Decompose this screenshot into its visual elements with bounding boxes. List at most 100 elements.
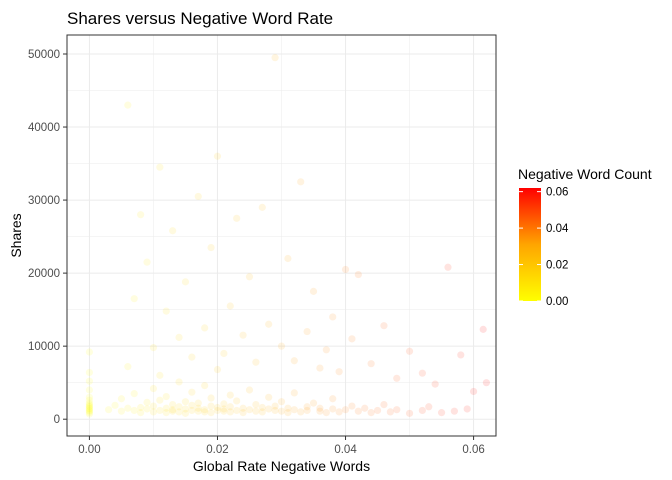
- data-point: [233, 214, 241, 222]
- data-point: [245, 273, 254, 281]
- data-point: [277, 407, 286, 415]
- data-point: [418, 406, 426, 415]
- data-point: [162, 404, 170, 412]
- data-point: [175, 408, 183, 416]
- data-point: [386, 408, 394, 416]
- data-point: [137, 211, 145, 219]
- data-point: [457, 351, 465, 359]
- data-point: [156, 406, 164, 415]
- data-point: [226, 391, 234, 399]
- data-point: [316, 407, 324, 415]
- data-point: [226, 302, 234, 310]
- y-tick-label: 0: [54, 414, 60, 426]
- data-point: [271, 402, 279, 410]
- data-point: [405, 347, 414, 355]
- data-point: [271, 406, 279, 415]
- data-point: [207, 402, 215, 410]
- data-point: [252, 407, 260, 415]
- data-point: [322, 409, 330, 417]
- data-point: [303, 406, 311, 415]
- data-point: [341, 406, 350, 414]
- data-point: [105, 406, 113, 414]
- data-point: [162, 392, 170, 401]
- data-point: [85, 393, 94, 401]
- data-point: [322, 346, 330, 354]
- x-tick-label: 0.06: [462, 444, 484, 456]
- data-point: [85, 406, 94, 415]
- data-point: [271, 54, 279, 62]
- data-point: [329, 405, 337, 413]
- data-point: [303, 403, 311, 411]
- data-point: [188, 353, 196, 361]
- grid-lines: [67, 35, 496, 436]
- data-point: [85, 404, 94, 412]
- data-point: [335, 408, 343, 416]
- data-point: [226, 403, 234, 411]
- data-point: [463, 405, 471, 413]
- data-point: [245, 386, 254, 394]
- data-point: [258, 408, 266, 416]
- data-point: [85, 405, 94, 413]
- data-point: [252, 358, 260, 366]
- data-point: [335, 368, 343, 376]
- color-legend: Negative Word Count 0.00 0.02 0.04 0.06: [518, 166, 652, 308]
- data-point: [341, 265, 350, 274]
- data-point: [258, 403, 266, 412]
- data-point: [303, 327, 311, 336]
- data-point: [143, 398, 151, 407]
- data-point: [425, 403, 433, 411]
- data-point: [309, 287, 318, 295]
- data-point: [137, 403, 145, 412]
- x-tick-label: 0.00: [78, 444, 100, 456]
- data-point: [213, 403, 222, 412]
- data-point: [181, 278, 190, 286]
- data-point: [245, 406, 254, 414]
- data-point: [450, 407, 458, 415]
- data-point: [213, 365, 222, 374]
- data-point: [393, 374, 401, 382]
- data-point: [149, 402, 158, 410]
- plot-panel-border: [66, 34, 497, 437]
- y-tick-label: 40000: [28, 122, 60, 134]
- data-point: [329, 395, 337, 403]
- data-point: [162, 409, 170, 417]
- legend-tick-label: 0.00: [546, 296, 568, 308]
- data-point: [85, 400, 94, 409]
- data-point: [85, 348, 94, 356]
- legend-tick-label: 0.04: [546, 223, 569, 235]
- data-point: [85, 407, 94, 415]
- data-point: [277, 342, 286, 350]
- data-point: [149, 344, 158, 352]
- data-point: [124, 363, 132, 371]
- data-point: [220, 407, 228, 415]
- data-point: [181, 405, 190, 413]
- data-point: [85, 403, 94, 411]
- data-point: [469, 387, 478, 396]
- data-point: [367, 360, 375, 368]
- data-point: [239, 404, 247, 412]
- data-point: [354, 270, 362, 279]
- data-point: [405, 409, 414, 417]
- data-point: [169, 406, 177, 414]
- data-point: [85, 402, 94, 410]
- data-point: [233, 406, 241, 415]
- data-point: [137, 409, 145, 417]
- data-point: [201, 408, 209, 416]
- data-point: [169, 227, 177, 235]
- data-point: [194, 404, 202, 412]
- data-point: [380, 322, 388, 330]
- x-axis: 0.00 0.02 0.04 0.06: [78, 436, 485, 456]
- data-point: [226, 408, 234, 416]
- data-point: [418, 369, 426, 377]
- data-point: [201, 406, 209, 414]
- data-point: [85, 368, 94, 377]
- data-point: [117, 407, 126, 415]
- data-point: [207, 243, 215, 252]
- data-point: [85, 409, 94, 417]
- data-point: [284, 404, 292, 412]
- data-point: [124, 404, 132, 412]
- x-tick-label: 0.04: [334, 444, 357, 456]
- x-tick-label: 0.02: [206, 444, 228, 456]
- data-point: [482, 379, 490, 387]
- data-point: [194, 407, 202, 415]
